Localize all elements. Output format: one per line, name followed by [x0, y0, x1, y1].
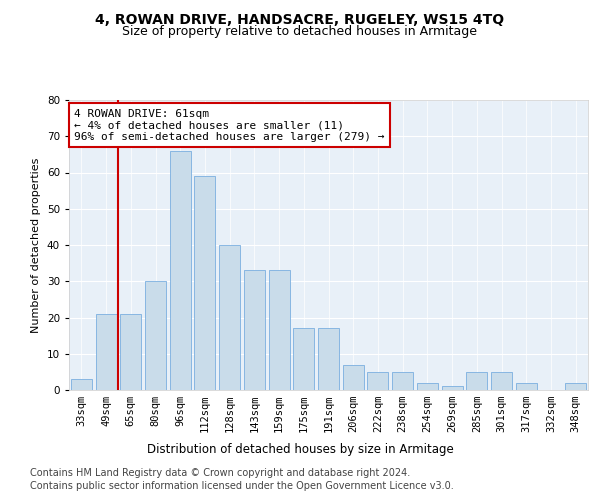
Bar [392, 372, 413, 390]
Bar [343, 364, 364, 390]
Bar [120, 314, 141, 390]
Bar [318, 328, 339, 390]
Text: Contains public sector information licensed under the Open Government Licence v3: Contains public sector information licen… [30, 481, 454, 491]
Bar [491, 372, 512, 390]
Bar [417, 383, 438, 390]
Bar [145, 281, 166, 390]
Text: Distribution of detached houses by size in Armitage: Distribution of detached houses by size … [146, 442, 454, 456]
Bar [170, 151, 191, 390]
Bar [516, 383, 537, 390]
Bar [367, 372, 388, 390]
Bar [71, 379, 92, 390]
Bar [194, 176, 215, 390]
Text: Size of property relative to detached houses in Armitage: Size of property relative to detached ho… [122, 25, 478, 38]
Bar [565, 383, 586, 390]
Bar [442, 386, 463, 390]
Bar [466, 372, 487, 390]
Bar [95, 314, 116, 390]
Text: Contains HM Land Registry data © Crown copyright and database right 2024.: Contains HM Land Registry data © Crown c… [30, 468, 410, 477]
Y-axis label: Number of detached properties: Number of detached properties [31, 158, 41, 332]
Bar [244, 270, 265, 390]
Text: 4, ROWAN DRIVE, HANDSACRE, RUGELEY, WS15 4TQ: 4, ROWAN DRIVE, HANDSACRE, RUGELEY, WS15… [95, 12, 505, 26]
Bar [293, 328, 314, 390]
Bar [219, 245, 240, 390]
Text: 4 ROWAN DRIVE: 61sqm
← 4% of detached houses are smaller (11)
96% of semi-detach: 4 ROWAN DRIVE: 61sqm ← 4% of detached ho… [74, 108, 385, 142]
Bar [269, 270, 290, 390]
